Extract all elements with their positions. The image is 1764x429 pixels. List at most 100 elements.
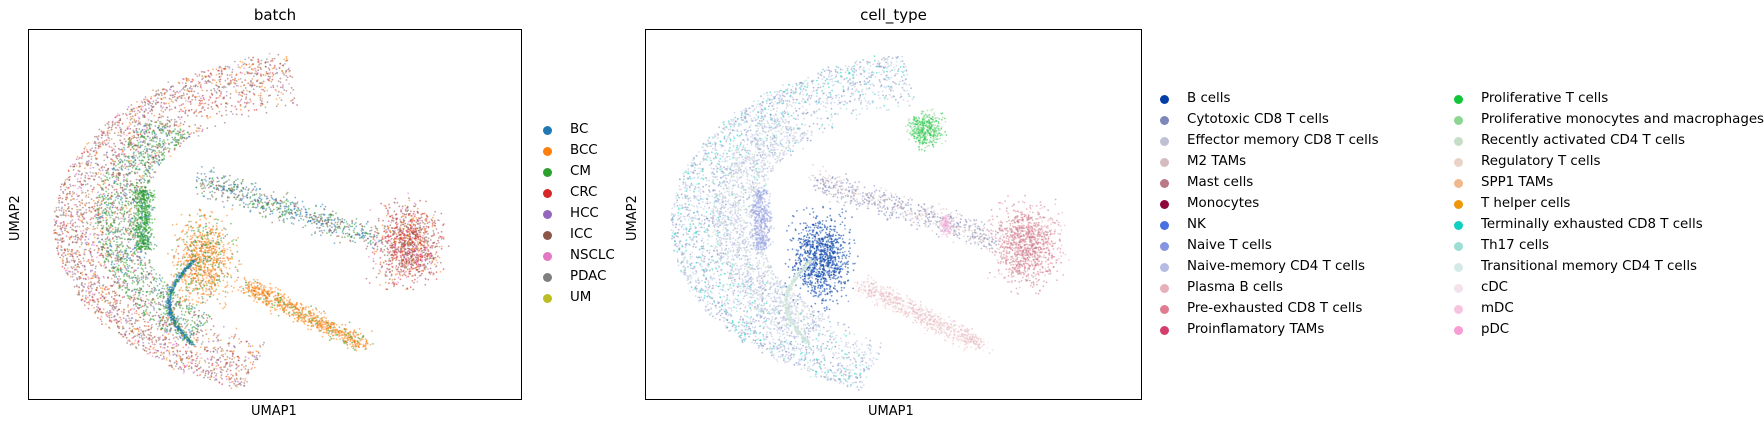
- scatter-point: [254, 358, 257, 361]
- scatter-point: [188, 312, 190, 314]
- scatter-point: [92, 272, 95, 275]
- scatter-point: [133, 250, 136, 253]
- scatter-point: [151, 168, 154, 171]
- scatter-point: [59, 186, 62, 188]
- scatter-point: [220, 354, 223, 357]
- scatter-point: [169, 88, 172, 91]
- scatter-point: [138, 159, 141, 162]
- scatter-point: [428, 257, 431, 260]
- scatter-point: [128, 322, 131, 325]
- scatter-point: [138, 155, 141, 158]
- scatter-point: [96, 204, 99, 207]
- scatter-point: [85, 196, 87, 198]
- scatter-point: [103, 298, 106, 300]
- scatter-point: [150, 154, 153, 156]
- scatter-point: [159, 320, 162, 322]
- scatter-point: [87, 142, 90, 144]
- scatter-point: [210, 375, 213, 378]
- scatter-point: [179, 133, 182, 136]
- scatter-point: [254, 72, 256, 75]
- scatter-point: [76, 195, 79, 198]
- scatter-point: [189, 87, 191, 90]
- scatter-point: [147, 112, 149, 114]
- scatter-point: [226, 349, 229, 352]
- scatter-point: [110, 245, 113, 248]
- scatter-point: [391, 214, 393, 217]
- scatter-point: [143, 337, 145, 339]
- scatter-point: [239, 100, 242, 102]
- scatter-point: [118, 251, 121, 253]
- scatter-point: [170, 322, 173, 325]
- scatter-point: [149, 311, 152, 314]
- scatter-point: [107, 225, 110, 227]
- scatter-point: [249, 98, 252, 101]
- scatter-point: [87, 284, 90, 287]
- scatter-point: [235, 327, 238, 330]
- scatter-point: [151, 139, 153, 142]
- scatter-point: [234, 60, 236, 63]
- scatter-point: [157, 97, 159, 100]
- scatter-point: [267, 61, 269, 63]
- scatter-point: [163, 148, 166, 150]
- scatter-point: [66, 187, 69, 190]
- scatter-point: [187, 90, 190, 92]
- scatter-point: [106, 130, 109, 133]
- scatter-point: [76, 213, 78, 216]
- scatter-point: [381, 251, 384, 253]
- scatter-point: [288, 70, 291, 73]
- scatter-point: [85, 278, 87, 281]
- scatter-point: [93, 150, 95, 152]
- scatter-point: [187, 319, 189, 321]
- scatter-point: [199, 324, 202, 327]
- scatter-point: [102, 189, 105, 191]
- scatter-point: [190, 324, 192, 326]
- scatter-point: [150, 273, 153, 276]
- scatter-point: [118, 275, 121, 278]
- scatter-point: [209, 378, 212, 381]
- scatter-point: [125, 134, 128, 137]
- scatter-point: [231, 355, 234, 357]
- scatter-point: [155, 339, 157, 342]
- scatter-point: [232, 78, 234, 81]
- scatter-point: [61, 201, 63, 204]
- scatter-point: [114, 235, 117, 238]
- scatter-point: [61, 237, 64, 240]
- scatter-point: [128, 171, 131, 174]
- scatter-point: [92, 258, 94, 261]
- scatter-point: [188, 79, 190, 82]
- scatter-point: [119, 267, 122, 270]
- scatter-point: [214, 348, 217, 351]
- scatter-point: [134, 320, 137, 323]
- scatter-point: [154, 314, 157, 317]
- scatter-point: [193, 326, 196, 329]
- scatter-point: [229, 365, 231, 368]
- scatter-point: [180, 135, 182, 137]
- scatter-point: [400, 256, 402, 259]
- scatter-point: [112, 265, 115, 268]
- scatter-point: [142, 341, 145, 344]
- scatter-point: [162, 295, 165, 298]
- scatter-point: [114, 121, 117, 124]
- scatter-point: [142, 310, 145, 312]
- scatter-point: [137, 328, 140, 331]
- scatter-point: [196, 330, 199, 333]
- scatter-point: [81, 236, 84, 239]
- scatter-point: [115, 178, 118, 181]
- scatter-point: [188, 304, 191, 307]
- scatter-point: [249, 100, 252, 103]
- scatter-point: [135, 137, 138, 139]
- scatter-point: [159, 144, 162, 147]
- scatter-point: [188, 133, 190, 135]
- scatter-point: [97, 251, 99, 254]
- scatter-point: [182, 133, 184, 136]
- scatter-point: [187, 135, 190, 138]
- scatter-point: [156, 151, 158, 154]
- scatter-point: [208, 362, 210, 364]
- scatter-point: [235, 373, 238, 375]
- scatter-point: [131, 322, 133, 325]
- scatter-point: [68, 179, 70, 182]
- scatter-point: [209, 96, 212, 99]
- scatter-point: [218, 110, 221, 113]
- scatter-point: [253, 84, 256, 87]
- scatter-point: [252, 103, 255, 105]
